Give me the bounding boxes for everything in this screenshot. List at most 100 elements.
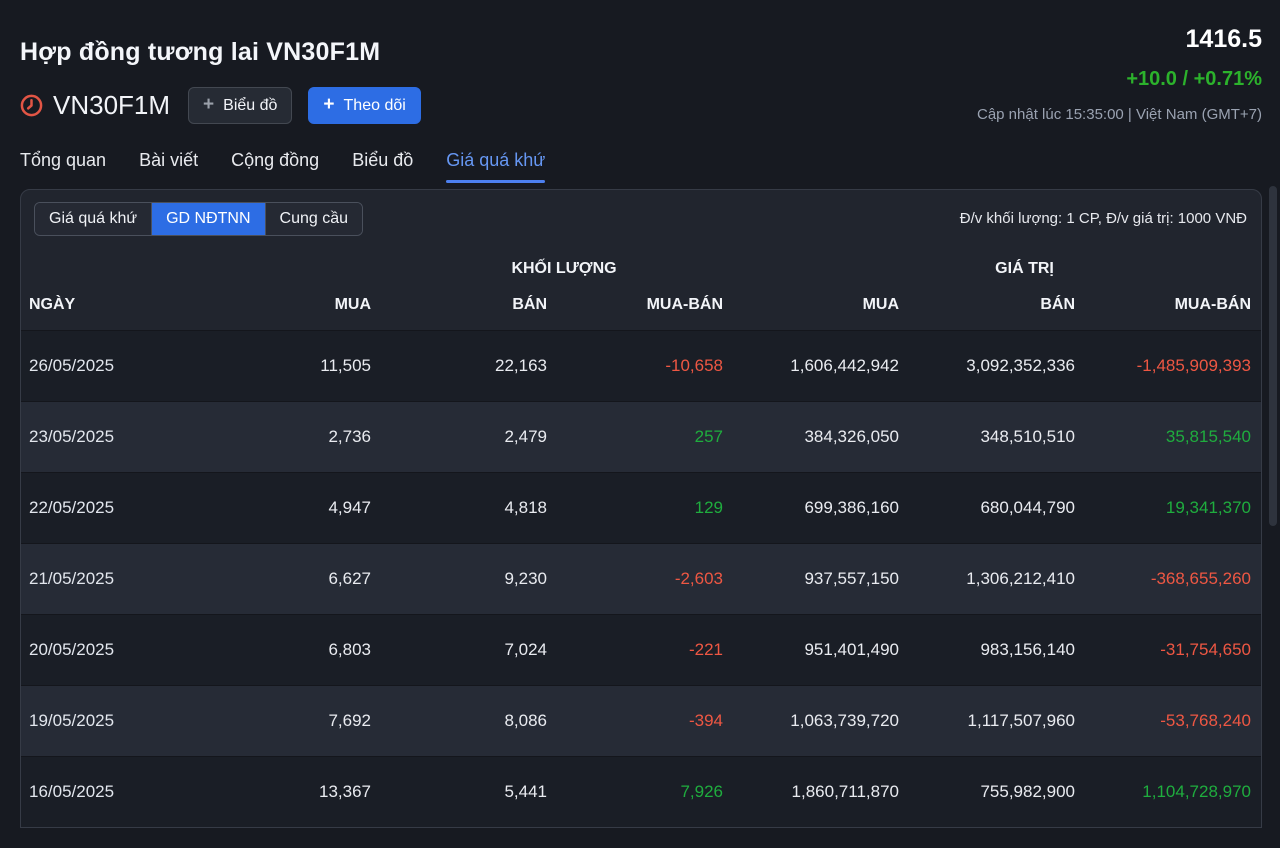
cell-value-net: 35,815,540 (1165, 426, 1252, 446)
cell-value-net: 1,104,728,970 (1142, 782, 1252, 802)
chart-button[interactable]: + Biểu đồ (188, 87, 293, 124)
cell-value-buy: 1,606,442,942 (790, 355, 900, 375)
cell-value-sell: 755,982,900 (980, 782, 1076, 802)
cell-volume-net: -394 (688, 710, 724, 730)
tab-gia-qua-khu[interactable]: Giá quá khứ (446, 150, 546, 183)
group-header-value: GIÁ TRỊ (995, 259, 1054, 277)
page-scrollbar-thumb[interactable] (1269, 186, 1277, 526)
cell-value-net: -368,655,260 (1150, 568, 1252, 588)
cell-date: 21/05/2025 (29, 568, 115, 588)
col-header-vol-buy: MUA (334, 295, 371, 313)
table-row: 22/05/2025 4,947 4,818 129 699,386,160 6… (21, 472, 1261, 544)
col-header-vol-net: MUA-BÁN (646, 295, 724, 313)
cell-volume-buy: 11,505 (320, 355, 371, 375)
column-header-row: NGÀY MUA BÁN MUA-BÁN MUA BÁN MUA-BÁN (21, 288, 1261, 331)
page-title: Hợp đồng tương lai VN30F1M (20, 38, 381, 66)
history-card: Giá quá khứ GD NĐTNN Cung cầu Đ/v khối l… (20, 188, 1262, 829)
cell-value-sell: 348,510,510 (980, 426, 1076, 446)
cell-value-sell: 1,117,507,960 (967, 710, 1076, 730)
cell-volume-buy: 2,736 (328, 426, 371, 446)
cell-volume-net: 7,926 (680, 782, 724, 802)
cell-volume-sell: 22,163 (495, 355, 547, 375)
symbol-row: VN30F1M + Biểu đồ + Theo dõi (20, 87, 421, 124)
table-row: 26/05/2025 11,505 22,163 -10,658 1,606,4… (21, 330, 1261, 402)
cell-value-net: -53,768,240 (1160, 710, 1252, 730)
cell-volume-buy: 4,947 (328, 497, 371, 517)
card-toolbar: Giá quá khứ GD NĐTNN Cung cầu Đ/v khối l… (21, 190, 1261, 240)
group-header-volume: KHỐI LƯỢNG (511, 259, 617, 277)
col-header-val-net: MUA-BÁN (1174, 295, 1252, 313)
col-header-vol-sell: BÁN (512, 295, 547, 313)
cell-volume-sell: 2,479 (504, 426, 547, 446)
cell-volume-net: -10,658 (665, 355, 724, 375)
table-row: 20/05/2025 6,803 7,024 -221 951,401,490 … (21, 614, 1261, 686)
cell-value-sell: 983,156,140 (980, 639, 1076, 659)
cell-volume-net: -2,603 (674, 568, 724, 588)
cell-volume-net: -221 (688, 639, 724, 659)
cell-volume-buy: 7,692 (328, 710, 371, 730)
cell-volume-sell: 4,818 (504, 497, 547, 517)
cell-volume-net: 129 (694, 497, 724, 517)
cell-volume-sell: 7,024 (504, 639, 547, 659)
clock-icon (20, 94, 43, 117)
cell-value-net: -31,754,650 (1160, 639, 1252, 659)
cell-value-sell: 680,044,790 (980, 497, 1076, 517)
header-left: Hợp đồng tương lai VN30F1M VN30F1M + Biể… (20, 22, 421, 124)
cell-value-buy: 951,401,490 (804, 639, 900, 659)
chart-button-label: Biểu đồ (223, 96, 278, 114)
cell-volume-buy: 6,803 (328, 639, 371, 659)
cell-date: 23/05/2025 (29, 426, 115, 446)
follow-button-label: Theo dõi (343, 96, 406, 114)
price-block: 1416.5 +10.0 / +0.71% Cập nhật lúc 15:35… (977, 22, 1262, 123)
cell-volume-buy: 13,367 (319, 782, 371, 802)
tab-cong-dong[interactable]: Cộng đồng (231, 149, 320, 170)
subtab-gia-qua-khu[interactable]: Giá quá khứ (35, 202, 152, 235)
symbol-name: VN30F1M (53, 89, 171, 120)
tab-bieu-do[interactable]: Biểu đồ (352, 149, 414, 170)
cell-value-buy: 937,557,150 (804, 568, 900, 588)
cell-volume-buy: 6,627 (328, 568, 371, 588)
plus-icon: + (203, 94, 215, 115)
table-body: 26/05/2025 11,505 22,163 -10,658 1,606,4… (21, 330, 1261, 828)
header: Hợp đồng tương lai VN30F1M VN30F1M + Biể… (0, 0, 1280, 124)
foreign-trade-table: KHỐI LƯỢNG GIÁ TRỊ NGÀY MUA BÁN MUA-BÁN … (21, 246, 1261, 828)
last-price: 1416.5 (1185, 25, 1262, 53)
col-header-date: NGÀY (29, 295, 76, 313)
cell-value-buy: 1,063,739,720 (790, 710, 900, 730)
plus-icon: + (323, 94, 335, 115)
cell-value-sell: 1,306,212,410 (966, 568, 1076, 588)
update-time: Cập nhật lúc 15:35:00 | Việt Nam (GMT+7) (976, 106, 1262, 123)
group-header-row: KHỐI LƯỢNG GIÁ TRỊ (21, 246, 1261, 288)
cell-value-sell: 3,092,352,336 (966, 355, 1076, 375)
cell-date: 26/05/2025 (29, 355, 115, 375)
cell-volume-net: 257 (694, 426, 724, 446)
cell-value-net: 19,341,370 (1165, 497, 1252, 517)
cell-value-buy: 699,386,160 (804, 497, 900, 517)
cell-date: 19/05/2025 (29, 710, 115, 730)
follow-button[interactable]: + Theo dõi (308, 87, 421, 124)
col-header-val-buy: MUA (862, 295, 900, 313)
price-change: +10.0 / +0.71% (1126, 68, 1262, 90)
cell-volume-sell: 8,086 (504, 710, 547, 730)
cell-date: 20/05/2025 (29, 639, 115, 659)
cell-date: 22/05/2025 (29, 497, 115, 517)
unit-note: Đ/v khối lượng: 1 CP, Đ/v giá trị: 1000 … (959, 210, 1247, 228)
cell-value-net: -1,485,909,393 (1136, 355, 1252, 375)
cell-value-buy: 1,860,711,870 (791, 782, 900, 802)
subtab-gd-ndtnn[interactable]: GD NĐTNN (151, 202, 265, 235)
tab-tong-quan[interactable]: Tổng quan (20, 149, 107, 170)
cell-volume-sell: 9,230 (504, 568, 547, 588)
cell-volume-sell: 5,441 (504, 782, 547, 802)
subtab-group: Giá quá khứ GD NĐTNN Cung cầu (34, 201, 364, 236)
cell-value-buy: 384,326,050 (804, 426, 900, 446)
table-row: 19/05/2025 7,692 8,086 -394 1,063,739,72… (21, 685, 1261, 757)
col-header-val-sell: BÁN (1040, 295, 1076, 313)
table-row: 16/05/2025 13,367 5,441 7,926 1,860,711,… (21, 756, 1261, 828)
table-row: 21/05/2025 6,627 9,230 -2,603 937,557,15… (21, 543, 1261, 615)
subtab-cung-cau[interactable]: Cung cầu (264, 202, 363, 235)
main-tabs: Tổng quan Bài viết Cộng đồng Biểu đồ Giá… (0, 150, 1280, 183)
table-row: 23/05/2025 2,736 2,479 257 384,326,050 3… (21, 401, 1261, 473)
tab-bai-viet[interactable]: Bài viết (139, 149, 199, 170)
cell-date: 16/05/2025 (29, 782, 115, 802)
